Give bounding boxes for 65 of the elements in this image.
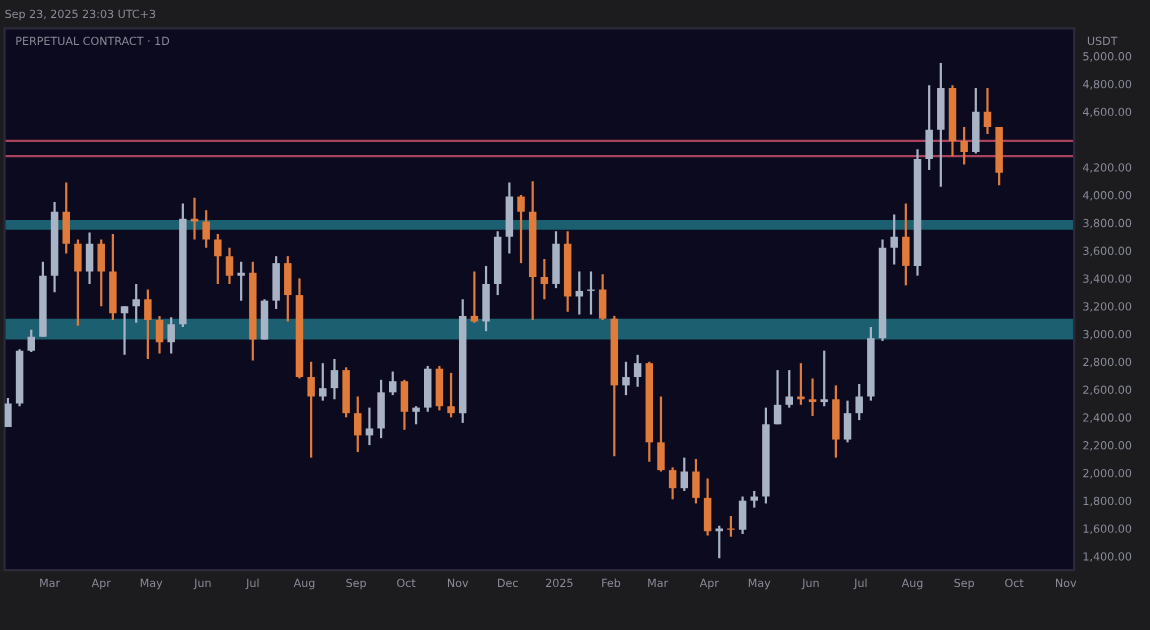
candlestick <box>202 209 210 249</box>
candlestick <box>598 273 607 322</box>
candlestick <box>680 456 689 493</box>
candlestick <box>225 246 234 286</box>
candlestick <box>995 125 1003 187</box>
candlestick <box>972 86 980 155</box>
candlestick <box>902 202 910 287</box>
candlestick <box>155 314 164 355</box>
candlestick <box>85 231 94 286</box>
candlestick <box>27 328 35 354</box>
candlestick <box>843 399 852 444</box>
candlestick <box>703 477 712 537</box>
candlestick <box>797 362 805 406</box>
candlestick <box>517 193 525 265</box>
candlestick <box>354 395 362 454</box>
candlestick <box>365 406 374 447</box>
candlestick <box>342 366 350 419</box>
candlestick <box>435 364 444 412</box>
candlestick <box>272 255 280 311</box>
candlestick <box>319 362 327 402</box>
candlestick <box>540 257 549 301</box>
candlestick <box>657 395 665 473</box>
candlestick <box>493 230 502 297</box>
candlestick <box>808 377 817 418</box>
candlestick <box>552 230 560 290</box>
candlestick <box>925 84 933 172</box>
candlestick <box>960 125 968 166</box>
candlestick <box>4 396 12 429</box>
candlestick <box>120 305 129 356</box>
candlestick <box>389 370 397 397</box>
candlestick <box>937 61 945 188</box>
candlestick <box>482 264 490 333</box>
candlestick <box>330 357 339 401</box>
candlestick <box>237 260 245 302</box>
candlestick <box>62 181 70 255</box>
candlestick <box>890 213 898 266</box>
candlestick <box>97 238 105 308</box>
candlestick <box>260 298 269 341</box>
candlestick <box>132 282 140 324</box>
candlestick <box>622 360 630 397</box>
candlestick <box>423 364 432 413</box>
candlestick <box>983 86 992 136</box>
candlestick <box>820 349 828 408</box>
candlestick <box>214 232 222 286</box>
candlestick <box>785 368 793 409</box>
candlestick <box>447 371 455 419</box>
candlestick <box>74 238 82 327</box>
candlestick <box>715 524 724 560</box>
candlestick <box>692 457 700 505</box>
candlestick <box>400 378 409 431</box>
candlestick <box>377 378 385 440</box>
candlestick <box>109 232 117 322</box>
candlestick <box>773 368 782 426</box>
candlestick <box>855 382 863 422</box>
candlestick <box>505 181 514 255</box>
candlestick <box>307 360 315 459</box>
candlestick <box>284 255 292 323</box>
candlestick <box>633 353 642 388</box>
candlestick <box>167 316 175 355</box>
candlestick <box>668 466 677 501</box>
candlestick <box>727 514 735 538</box>
candlestick <box>738 495 747 536</box>
candlestick <box>412 405 420 426</box>
candlestick <box>832 384 840 459</box>
candlestick <box>144 288 152 361</box>
